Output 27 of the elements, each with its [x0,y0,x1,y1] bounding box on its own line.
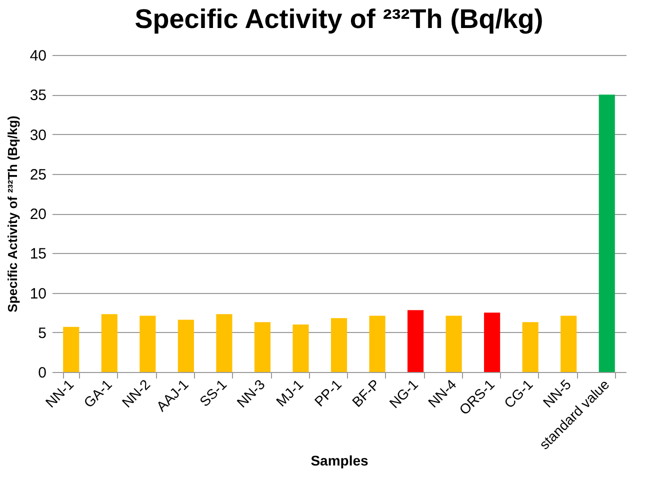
y-tick-label: 20 [30,206,46,223]
y-tick-label: 30 [30,126,46,144]
bar [330,318,348,372]
bar [101,314,118,372]
bar [63,326,80,372]
bar [140,316,156,372]
bar [446,316,462,372]
y-tick-label: 25 [30,166,46,184]
bar [407,310,424,372]
y-tick-label: 15 [30,246,46,263]
bar [522,322,538,372]
bar [369,316,386,372]
y-tick-label: 35 [30,87,46,104]
bar [484,312,500,372]
bar [292,324,309,372]
y-tick-label: 5 [38,324,46,342]
y-axis-title: Specific Activity of ²³²Th (Bq/kg) [4,116,20,312]
y-tick-label: 0 [38,364,46,382]
x-axis-title: Samples [310,452,369,468]
y-tick-label: 40 [30,48,46,64]
bar [560,316,577,372]
bar [254,322,271,372]
bar [598,94,615,372]
chart-title: Specific Activity of ²³²Th (Bq/kg) [134,4,544,34]
bar [178,320,194,372]
bar [216,314,232,372]
y-tick-label: 10 [30,285,46,302]
